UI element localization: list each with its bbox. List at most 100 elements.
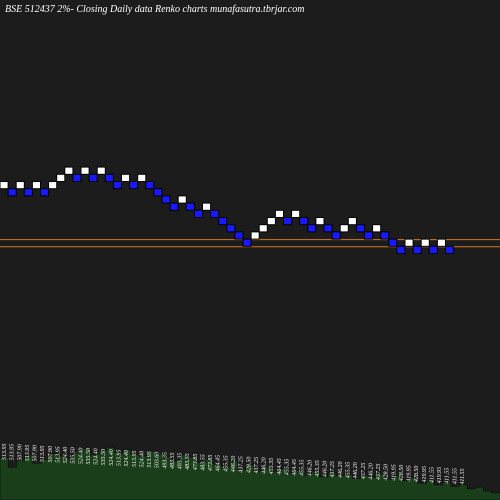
price-label: 446.20	[352, 462, 359, 479]
price-label: 446.20	[261, 457, 268, 474]
renko-brick-down	[396, 245, 406, 255]
renko-brick-down	[388, 238, 398, 247]
price-label: 524.40	[138, 451, 145, 468]
renko-brick-down	[40, 188, 50, 197]
renko-brick-up	[274, 209, 284, 219]
price-label: 446.20	[230, 456, 237, 473]
price-label: 493.35	[177, 453, 184, 470]
renko-brick-down	[242, 238, 252, 247]
price-label: 473.85	[192, 454, 199, 471]
price-label: 513.95	[25, 445, 31, 462]
renko-brick-up	[258, 224, 268, 233]
price-label: 419.95	[421, 466, 428, 483]
price-label: 411.55	[429, 467, 436, 483]
renko-brick-up	[96, 166, 106, 175]
renko-brick-down	[307, 224, 317, 233]
renko-brick-up	[48, 181, 58, 190]
price-label: 446.20	[322, 461, 329, 478]
renko-brick-down	[412, 245, 422, 255]
renko-brick-up	[31, 181, 42, 190]
price-label: 535.50	[71, 447, 77, 464]
price-label: 507.90	[33, 445, 39, 462]
renko-brick-down	[23, 188, 33, 197]
price-label: 524.40	[108, 449, 115, 466]
renko-brick-up	[404, 238, 414, 247]
price-label: 437.25	[375, 464, 382, 481]
renko-brick-up	[0, 181, 9, 190]
renko-brick-down	[364, 231, 374, 240]
price-label: 507.90	[48, 446, 54, 463]
volume-area-path	[0, 446, 500, 500]
price-label: 513.95	[117, 450, 123, 467]
renko-brick-down	[72, 173, 82, 183]
chart-title: BSE 512437 2%- Closing Daily data Renko …	[5, 4, 304, 15]
price-label: 411.55	[444, 468, 451, 484]
renko-brick-down	[218, 217, 228, 226]
renko-brick-up	[250, 231, 260, 240]
price-label: 483.55	[200, 454, 207, 471]
price-label: 513.95	[147, 451, 153, 468]
renko-brick-down	[169, 202, 179, 211]
price-label: 483.55	[184, 453, 191, 470]
price-label: 455.35	[268, 458, 275, 475]
price-label: 411.55	[451, 468, 458, 484]
price-label: 464.45	[291, 459, 298, 476]
price-label: 524.40	[62, 447, 69, 464]
renko-brick-up	[266, 217, 276, 226]
price-label: 513.95	[55, 446, 61, 463]
renko-brick-up	[347, 217, 357, 226]
renko-brick-down	[161, 195, 171, 204]
price-label: 437.25	[329, 461, 336, 478]
price-label: 455.35	[314, 460, 321, 477]
renko-brick-down	[7, 188, 17, 197]
price-label: 513.95	[10, 444, 16, 461]
renko-brick-down	[283, 217, 293, 226]
renko-brick-up	[56, 173, 66, 183]
price-label: 513.95	[2, 444, 8, 461]
price-label: 446.20	[337, 462, 344, 479]
renko-brick-up	[436, 238, 446, 247]
renko-brick-down	[88, 173, 98, 183]
price-label: 455.35	[283, 459, 290, 476]
renko-brick-up	[202, 202, 212, 211]
price-label: 535.50	[101, 449, 107, 466]
price-label: 483.55	[169, 453, 176, 470]
price-label: 446.20	[367, 463, 374, 480]
renko-brick-down	[145, 181, 155, 190]
renko-brick-up	[64, 166, 74, 175]
price-label: 524.40	[123, 450, 130, 467]
renko-brick-down	[445, 245, 455, 255]
renko-brick-down	[153, 188, 163, 197]
price-label: 446.20	[306, 460, 313, 477]
price-label: 437.25	[360, 463, 367, 480]
price-label: 455.35	[345, 462, 352, 479]
price-label: 419.95	[436, 467, 443, 484]
price-label: 473.85	[207, 455, 214, 472]
renko-brick-up	[339, 224, 349, 233]
renko-brick-down	[234, 231, 244, 240]
price-label: 524.40	[93, 448, 100, 465]
renko-brick-down	[331, 231, 341, 240]
price-label: 437.25	[238, 456, 245, 473]
renko-brick-down	[299, 217, 309, 226]
price-label: 535.50	[86, 448, 92, 465]
renko-brick-up	[80, 166, 90, 175]
price-label: 493.35	[161, 452, 168, 469]
price-label: 428.50	[245, 457, 252, 473]
renko-brick-up	[121, 173, 131, 183]
price-label: 437.25	[253, 457, 260, 474]
renko-brick-down	[112, 181, 123, 190]
renko-brick-down	[323, 224, 333, 233]
price-label: 464.45	[276, 458, 283, 475]
price-label: 507.90	[17, 444, 23, 461]
price-label: 524.40	[77, 448, 84, 465]
price-label: 419.95	[406, 465, 413, 482]
price-label: 428.50	[398, 465, 405, 482]
price-labels: 513.95 513.95 507.90 513.95 507.90 513.95 507.…	[2, 444, 466, 485]
volume-area	[0, 446, 500, 500]
price-label: 455.35	[222, 455, 229, 472]
renko-brick-down	[428, 245, 438, 255]
renko-brick-up	[177, 195, 187, 204]
